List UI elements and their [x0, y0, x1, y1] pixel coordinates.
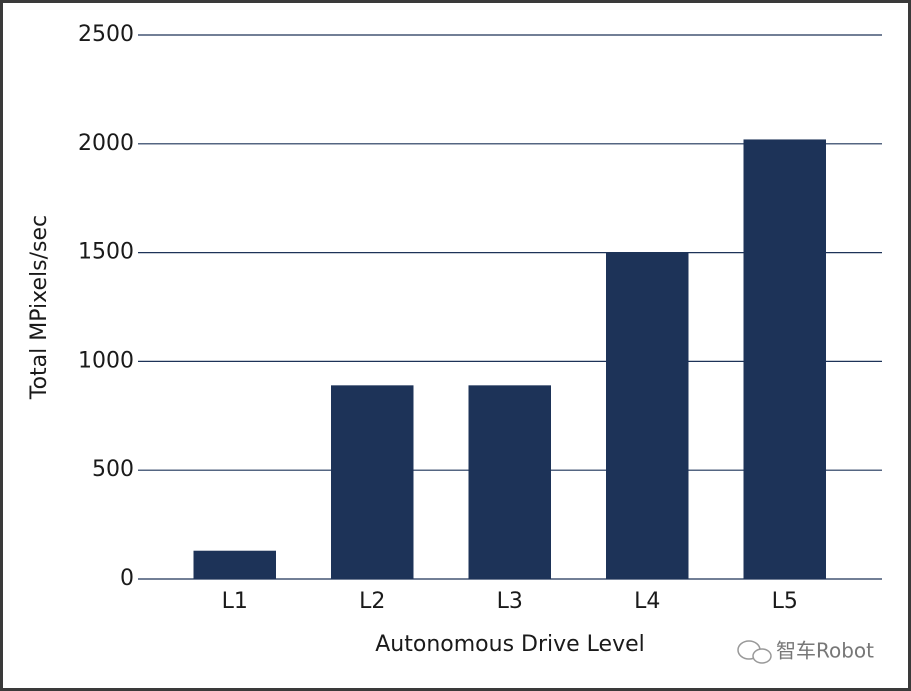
x-tick-label: L1	[222, 589, 248, 614]
x-tick-label: L3	[497, 589, 523, 614]
x-tick-label: L4	[634, 589, 660, 614]
bar	[606, 252, 689, 579]
y-tick-label: 2000	[78, 131, 134, 156]
watermark: 智车Robot	[776, 639, 874, 663]
watermark-icon	[737, 640, 772, 664]
x-tick-label: L2	[359, 589, 385, 614]
y-tick-label: 2500	[78, 22, 134, 47]
bar	[743, 139, 826, 579]
bar	[193, 550, 276, 579]
x-tick-label: L5	[772, 589, 798, 614]
y-tick-label: 1000	[78, 348, 134, 373]
bar	[468, 385, 551, 579]
bar	[331, 385, 414, 579]
y-axis-label: Total MPixels/sec	[27, 215, 52, 400]
y-tick-label: 500	[92, 457, 134, 482]
x-axis-label: Autonomous Drive Level	[375, 632, 645, 657]
y-tick-label: 1500	[78, 240, 134, 265]
y-tick-label: 0	[120, 566, 134, 591]
